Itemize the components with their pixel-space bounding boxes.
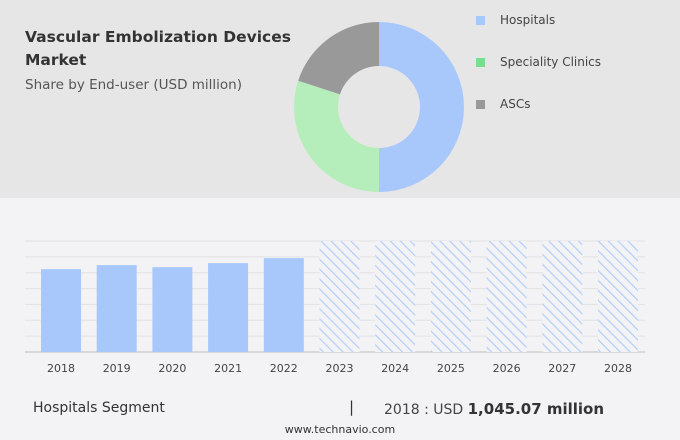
bar-2022 <box>263 258 304 352</box>
year-label: 2018 : USD <box>384 402 468 418</box>
x-tick-label: 2023 <box>326 362 354 375</box>
legend-label: Speciality Clinics <box>500 55 602 69</box>
segment-value: 2018 : USD 1,045.07 million <box>384 400 604 418</box>
bar-2021 <box>208 263 249 352</box>
legend-item-speciality-clinics: Speciality Clinics <box>476 55 601 69</box>
forecast-bar-2024 <box>375 241 416 352</box>
value-text: 1,045.07 million <box>467 400 605 418</box>
forecast-bar-2027 <box>542 241 583 352</box>
x-tick-label: 2022 <box>270 362 298 375</box>
bar-2018 <box>41 269 81 352</box>
legend-label: Hospitals <box>500 13 556 27</box>
donut-slice-speciality-clinics <box>294 80 379 192</box>
footer-separator: | <box>349 398 355 416</box>
x-tick-label: 2018 <box>47 362 75 375</box>
legend-swatch <box>476 99 485 109</box>
segment-label: Hospitals Segment <box>33 400 165 416</box>
forecast-bar-2023 <box>319 241 360 352</box>
x-tick-label: 2028 <box>604 362 632 375</box>
bar-2020 <box>152 267 193 352</box>
legend-item-ascs: ASCs <box>476 97 530 111</box>
x-tick-label: 2026 <box>493 362 521 375</box>
legend-label: ASCs <box>500 97 531 111</box>
bar-2019 <box>96 265 137 352</box>
x-tick-label: 2021 <box>214 362 242 375</box>
source-url: www.technavio.com <box>284 423 396 436</box>
x-tick-label: 2024 <box>381 362 409 375</box>
chart-subtitle: Share by End-user (USD million) <box>25 77 243 93</box>
x-tick-label: 2020 <box>158 362 186 375</box>
chart-title: Vascular Embolization Devices Market <box>25 28 291 69</box>
forecast-bar-2026 <box>486 241 527 352</box>
forecast-bar-2025 <box>430 241 471 352</box>
x-tick-label: 2025 <box>437 362 465 375</box>
legend-item-hospitals: Hospitals <box>476 13 555 27</box>
legend-swatch <box>476 57 485 67</box>
x-tick-label: 2019 <box>103 362 131 375</box>
donut-slice-hospitals <box>379 22 464 192</box>
x-tick-label: 2027 <box>548 362 576 375</box>
donut-slice-ascs <box>298 22 379 95</box>
legend-swatch <box>476 15 485 25</box>
forecast-bar-2028 <box>598 241 638 352</box>
